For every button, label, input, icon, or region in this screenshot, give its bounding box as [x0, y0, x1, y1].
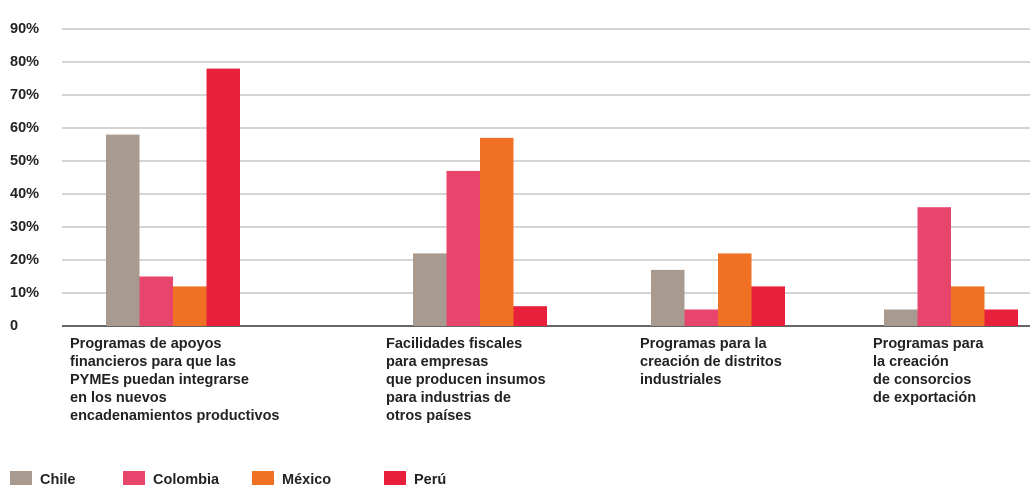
x-tick-label: de consorcios: [873, 372, 971, 388]
bar: [684, 309, 718, 326]
bar: [984, 309, 1018, 326]
y-tick-label: 90%: [10, 21, 39, 37]
x-tick-label: otros países: [386, 408, 471, 424]
bar: [718, 253, 752, 326]
bar: [206, 68, 240, 326]
y-tick-label: 40%: [10, 186, 39, 202]
bar: [751, 286, 785, 326]
y-tick-label: 0: [10, 318, 18, 334]
legend-swatch: [252, 471, 274, 485]
bar: [139, 276, 173, 326]
x-tick-label: creación de distritos: [640, 354, 782, 370]
x-tick-label: Programas para la: [640, 336, 767, 352]
y-tick-label: 10%: [10, 285, 39, 301]
bar: [480, 137, 514, 326]
legend-label: México: [282, 472, 331, 488]
x-tick-label: para industrias de: [386, 390, 511, 406]
x-tick-label: para empresas: [386, 354, 488, 370]
y-tick-label: 50%: [10, 153, 39, 169]
x-tick-label: de exportación: [873, 390, 976, 406]
legend-swatch: [384, 471, 406, 485]
x-tick-label: Programas para: [873, 336, 984, 352]
y-tick-label: 80%: [10, 54, 39, 70]
bar: [413, 253, 447, 326]
bar: [917, 207, 951, 326]
y-tick-label: 70%: [10, 87, 39, 103]
y-tick-label: 60%: [10, 120, 39, 136]
legend-swatch: [123, 471, 145, 485]
legend-label: Colombia: [153, 472, 220, 488]
y-tick-label: 30%: [10, 219, 39, 235]
legend-swatch: [10, 471, 32, 485]
bar: [106, 134, 140, 326]
bar: [651, 269, 685, 326]
bar: [951, 286, 985, 326]
bar: [513, 306, 547, 326]
y-tick-label: 20%: [10, 252, 39, 268]
x-tick-label: la creación: [873, 354, 949, 370]
x-tick-label: en los nuevos: [70, 390, 167, 406]
x-tick-label: Facilidades fiscales: [386, 336, 522, 352]
x-tick-label: industriales: [640, 372, 721, 388]
x-tick-label: que producen insumos: [386, 372, 546, 388]
x-tick-label: Programas de apoyos: [70, 336, 222, 352]
bar: [446, 170, 480, 326]
legend-label: Perú: [414, 472, 446, 488]
x-tick-label: PYMEs puedan integrarse: [70, 372, 249, 388]
bar: [173, 286, 207, 326]
bar: [884, 309, 918, 326]
x-tick-label: encadenamientos productivos: [70, 408, 280, 424]
x-tick-label: financieros para que las: [70, 354, 236, 370]
legend-label: Chile: [40, 472, 75, 488]
